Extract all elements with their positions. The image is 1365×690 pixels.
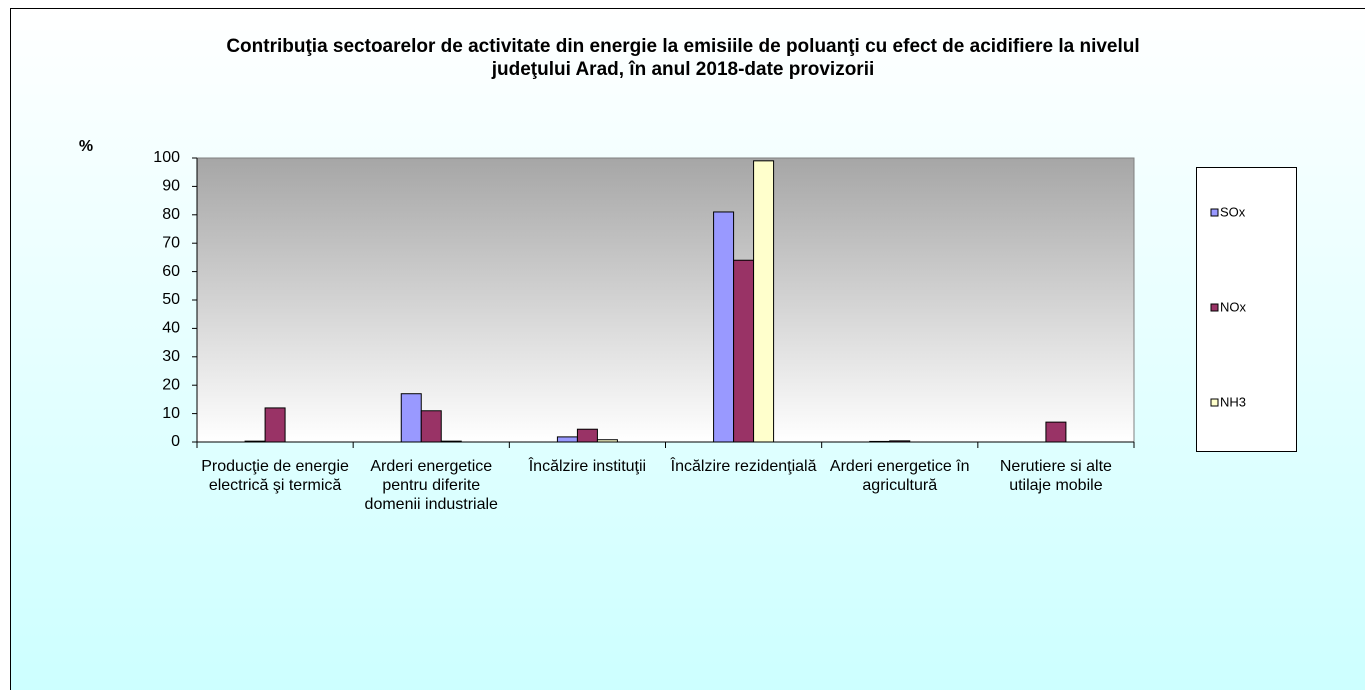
x-tick-label: Nerutiere si alte utilaje mobile [999,458,1112,494]
bar [420,410,442,443]
y-tick-label: 70 [162,234,180,251]
bar [400,393,422,443]
bar [244,440,266,443]
y-tick-label: 60 [162,263,180,280]
bar [733,259,755,443]
y-tick-label: 30 [162,348,180,365]
x-tick-label: Încălzire rezidenţială [670,458,817,475]
bar [440,440,462,443]
legend-label: NOx [1220,299,1247,314]
legend-label: NH3 [1220,394,1246,409]
x-tick-label: Încălzire instituţii [528,458,647,475]
chart-title: Contribuţia sectoarelor de activitate di… [226,36,1140,80]
y-tick-label: 90 [162,178,180,195]
bar [556,436,578,443]
legend-swatch [1210,398,1219,407]
x-tick-label: Arderi energetice pentru diferite domeni… [364,458,498,513]
y-tick-label: 0 [171,433,180,450]
bar [869,440,891,443]
bar [596,439,618,443]
y-tick-label: 80 [162,206,180,223]
bar [1045,421,1067,443]
bar [713,211,735,443]
legend-swatch [1210,208,1219,217]
legend-swatch [1210,303,1219,312]
y-tick-label: 50 [162,291,180,308]
y-tick-label: 100 [153,149,180,166]
bar [889,440,911,443]
bar [753,160,775,443]
bar [576,428,598,443]
y-tick-label: 20 [162,376,180,393]
y-axis-label: % [79,138,93,155]
legend-label: SOx [1220,204,1246,219]
y-tick-label: 10 [162,405,180,422]
y-tick-label: 40 [162,320,180,337]
bar [264,407,286,443]
plot-area [196,157,1135,443]
x-tick-label: Producţie de energie electrică şi termic… [201,458,349,494]
x-tick-label: Arderi energetice în agricultură [829,458,970,494]
